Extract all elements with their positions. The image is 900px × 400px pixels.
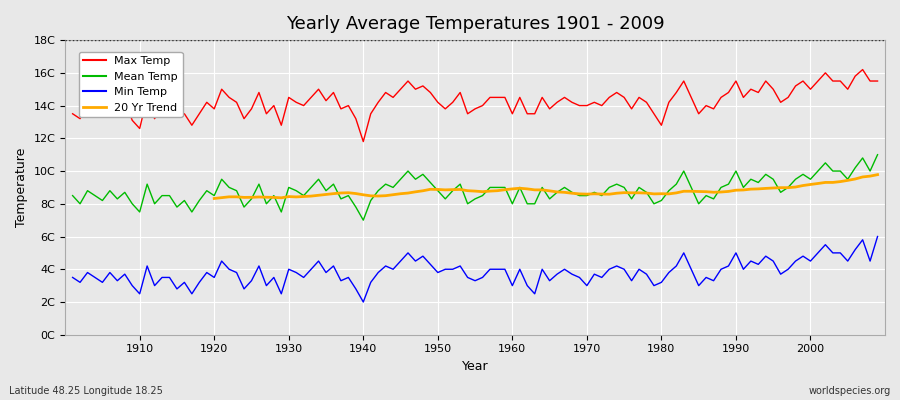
Text: worldspecies.org: worldspecies.org: [809, 386, 891, 396]
Y-axis label: Temperature: Temperature: [15, 148, 28, 227]
X-axis label: Year: Year: [462, 360, 489, 373]
Legend: Max Temp, Mean Temp, Min Temp, 20 Yr Trend: Max Temp, Mean Temp, Min Temp, 20 Yr Tre…: [79, 52, 183, 117]
Text: Latitude 48.25 Longitude 18.25: Latitude 48.25 Longitude 18.25: [9, 386, 163, 396]
Title: Yearly Average Temperatures 1901 - 2009: Yearly Average Temperatures 1901 - 2009: [286, 15, 664, 33]
